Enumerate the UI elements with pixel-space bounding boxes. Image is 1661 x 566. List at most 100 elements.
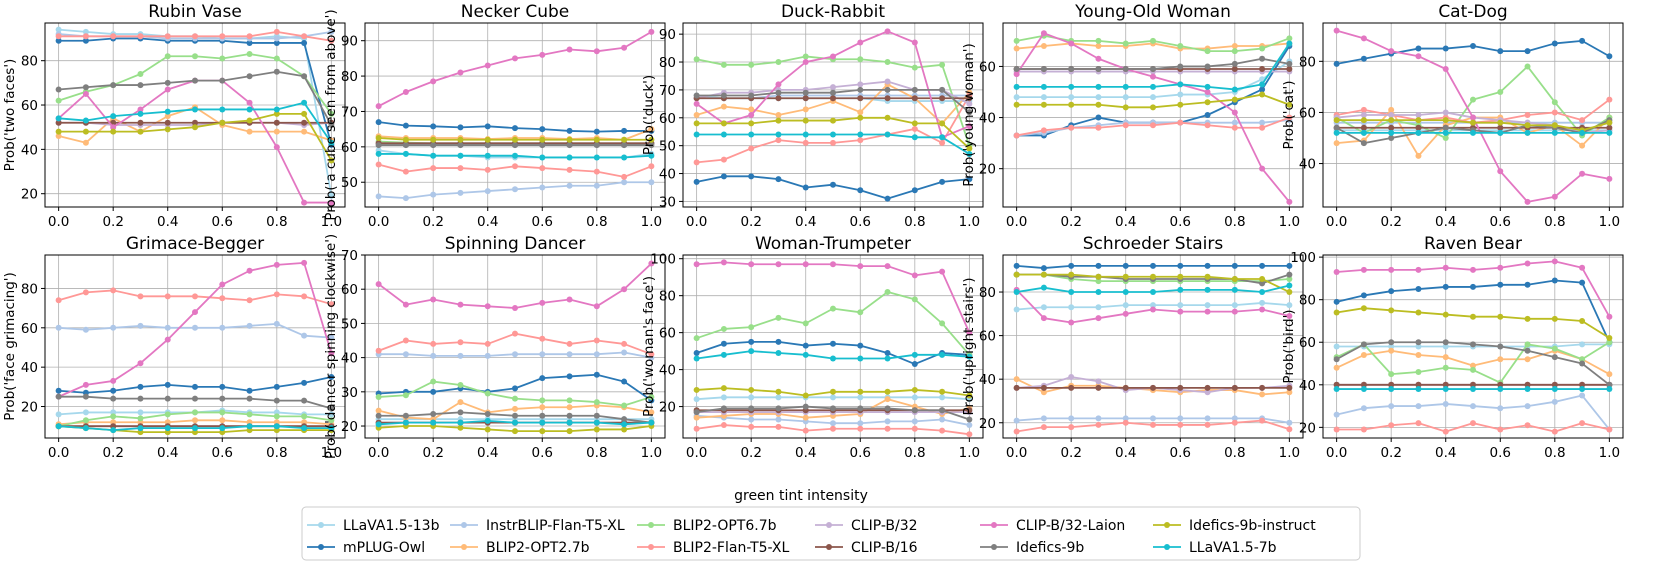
legend-label: BLIP2-OPT2.7b (486, 540, 590, 556)
data-point-idefics9b (1442, 124, 1449, 131)
data-point-idefics9b (966, 109, 973, 116)
data-point-llava13b (748, 394, 755, 401)
data-point-instrblip (966, 422, 973, 429)
data-point-instrblip (1388, 403, 1395, 410)
data-point-clipb16 (1360, 381, 1367, 388)
x-tick-label: 0.8 (904, 214, 925, 230)
data-point-blip2flan (1150, 122, 1156, 129)
data-point-mplug (273, 383, 280, 390)
data-point-blip2flan (1068, 124, 1075, 131)
y-tick-label: 40 (979, 372, 996, 388)
data-point-instrblip (1415, 403, 1422, 410)
data-point-clipb32laion (484, 62, 491, 69)
data-point-idefics9binstruct (1204, 273, 1211, 280)
legend-label: Idefics-9b-instruct (1189, 518, 1316, 534)
data-point-llava13b (1068, 304, 1075, 311)
subplot-4: 0.0 0.2 0.4 0.6 0.8 1.0 20 40 60 Young-Old Woman P… (961, 2, 1304, 230)
data-point-idefics9binstruct (137, 128, 144, 135)
data-point-instrblip (621, 349, 628, 356)
data-point-idefics9binstruct (830, 388, 836, 395)
subplot-5: 0.0 0.2 0.4 0.6 0.8 1.0 40 60 80 Cat-Dog Prob('cat… (1281, 2, 1624, 230)
axes-frame (364, 22, 666, 208)
data-point-llava7b (1259, 81, 1266, 88)
data-point-blip2flan (802, 427, 809, 434)
x-tick-label: 0.8 (266, 214, 287, 230)
data-point-clipb16 (1013, 384, 1020, 391)
data-point-idefics9binstruct (1415, 309, 1422, 316)
data-point-blip2flan (648, 351, 655, 358)
data-point-blip2opt67 (192, 409, 198, 416)
data-point-llava13b (775, 394, 782, 401)
data-point-instrblip (1150, 415, 1156, 422)
y-tick-label: 50 (341, 175, 358, 191)
data-point-idefics9binstruct (1388, 307, 1395, 314)
legend-item-blip2opt67: BLIP2-OPT6.7b (637, 518, 777, 534)
data-point-llava13b (328, 411, 335, 418)
axes-frame (44, 254, 346, 439)
data-point-llava7b (802, 351, 809, 358)
data-point-blip2opt27 (457, 399, 464, 406)
x-tick-label: 0.2 (740, 445, 761, 461)
data-point-llava13b (1415, 343, 1422, 350)
data-point-llava13b (720, 394, 727, 401)
data-point-blip2opt27 (512, 405, 518, 412)
data-point-blip2flan (301, 293, 308, 300)
series-idefics9binstruct (693, 114, 973, 152)
data-point-clipb32laion (1524, 260, 1531, 267)
series-blip2flan (1333, 420, 1613, 435)
y-tick-label: 50 (659, 139, 676, 155)
axes-frame (682, 22, 984, 208)
data-point-clipb32laion (273, 261, 280, 268)
data-point-llava13b (693, 396, 700, 403)
data-point-idefics9b (430, 411, 437, 418)
x-tick-label: 0.0 (48, 445, 69, 461)
data-point-idefics9b (648, 142, 655, 149)
x-tick-label: 0.4 (157, 214, 178, 230)
data-point-llava7b (430, 419, 437, 426)
series-idefics9b (1013, 55, 1293, 72)
data-point-idefics9binstruct (939, 120, 946, 127)
y-tick-label: 60 (1299, 105, 1316, 121)
data-point-blip2flan (484, 166, 491, 173)
series-clipb16 (1013, 384, 1293, 391)
data-point-idefics9binstruct (884, 114, 891, 121)
data-point-clipb32laion (539, 51, 546, 58)
data-point-idefics9binstruct (566, 428, 573, 435)
data-point-instrblip (1497, 405, 1504, 412)
x-tick-label: 0.2 (1060, 445, 1081, 461)
data-point-clipb16 (966, 95, 973, 102)
series-idefics9binstruct (375, 135, 655, 143)
y-tick-label: 20 (21, 187, 38, 203)
data-point-blip2opt67 (775, 314, 782, 321)
data-point-clipb16 (1524, 381, 1531, 388)
data-point-llava7b (1606, 129, 1613, 136)
data-point-clipb32laion (402, 301, 409, 308)
y-tick-label: 20 (21, 400, 38, 416)
data-point-llava7b (1579, 386, 1586, 393)
y-tick-label: 40 (21, 142, 38, 158)
data-point-llava13b (1150, 94, 1156, 101)
data-point-idefics9b (375, 142, 382, 149)
data-point-idefics9b (110, 395, 117, 402)
data-point-clipb16 (301, 119, 308, 126)
data-point-blip2opt67 (857, 56, 864, 63)
data-point-blip2opt67 (55, 97, 62, 104)
data-point-clipb32laion (939, 268, 946, 275)
data-point-clipb32laion (219, 281, 226, 288)
subplot-title: Woman-Trumpeter (755, 234, 911, 254)
y-axis-label: Prob('woman's face') (641, 276, 657, 417)
data-point-mplug (1442, 45, 1449, 52)
x-tick-label: 0.8 (1224, 445, 1245, 461)
data-point-idefics9b (748, 92, 755, 99)
data-point-llava7b (1286, 40, 1293, 47)
subplot-1: 0.0 0.2 0.4 0.6 0.8 1.0 20 40 60 80 Rubin Vase Prob… (2, 2, 346, 230)
data-point-blip2opt27 (1470, 362, 1476, 369)
data-point-llava13b (1122, 302, 1129, 309)
axes-frame (1002, 22, 1304, 208)
data-point-idefics9b (1388, 339, 1395, 346)
data-point-blip2opt67 (484, 390, 491, 397)
data-point-clipb32laion (802, 261, 809, 268)
data-point-idefics9binstruct (512, 136, 518, 143)
data-point-idefics9b (192, 395, 198, 402)
series-llava7b (55, 423, 335, 434)
